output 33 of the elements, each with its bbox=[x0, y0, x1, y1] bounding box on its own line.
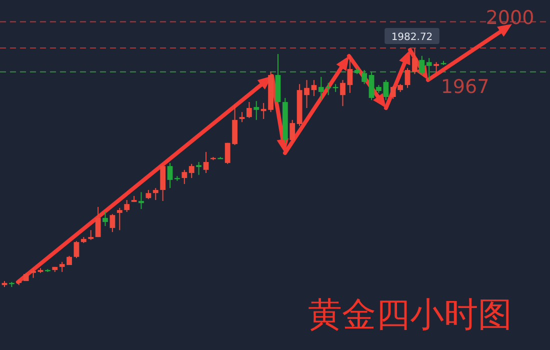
candlestick bbox=[160, 164, 166, 202]
candlestick bbox=[146, 189, 152, 200]
candlestick bbox=[368, 71, 374, 101]
candlestick bbox=[311, 80, 317, 97]
candlestick bbox=[188, 163, 194, 179]
candlestick bbox=[110, 214, 116, 233]
candlestick bbox=[152, 188, 158, 201]
candlestick bbox=[203, 151, 209, 174]
candlestick bbox=[167, 162, 173, 189]
candlestick bbox=[74, 240, 80, 259]
candlestick bbox=[124, 200, 130, 212]
candlestick bbox=[30, 268, 36, 278]
text: 2000 bbox=[486, 7, 534, 29]
candlestick bbox=[254, 100, 260, 120]
candlestick bbox=[138, 192, 144, 210]
candlestick bbox=[434, 62, 440, 74]
candlestick bbox=[362, 69, 368, 85]
annotation: 1967 bbox=[440, 76, 490, 98]
candlestick bbox=[290, 119, 296, 144]
candlestick bbox=[196, 162, 202, 176]
text: 黄金四小时图 bbox=[308, 295, 512, 335]
candlestick bbox=[412, 48, 418, 75]
candlestick bbox=[102, 211, 108, 227]
candlestick bbox=[182, 169, 188, 184]
candlestick bbox=[116, 207, 122, 231]
candlestick bbox=[239, 112, 245, 123]
text: 1982.72 bbox=[391, 32, 433, 43]
candlestick bbox=[88, 230, 94, 240]
candlestick bbox=[426, 58, 432, 81]
candlestick bbox=[246, 102, 252, 119]
candlestick bbox=[95, 206, 101, 238]
candlestick bbox=[419, 55, 425, 76]
candlestick bbox=[404, 68, 410, 88]
